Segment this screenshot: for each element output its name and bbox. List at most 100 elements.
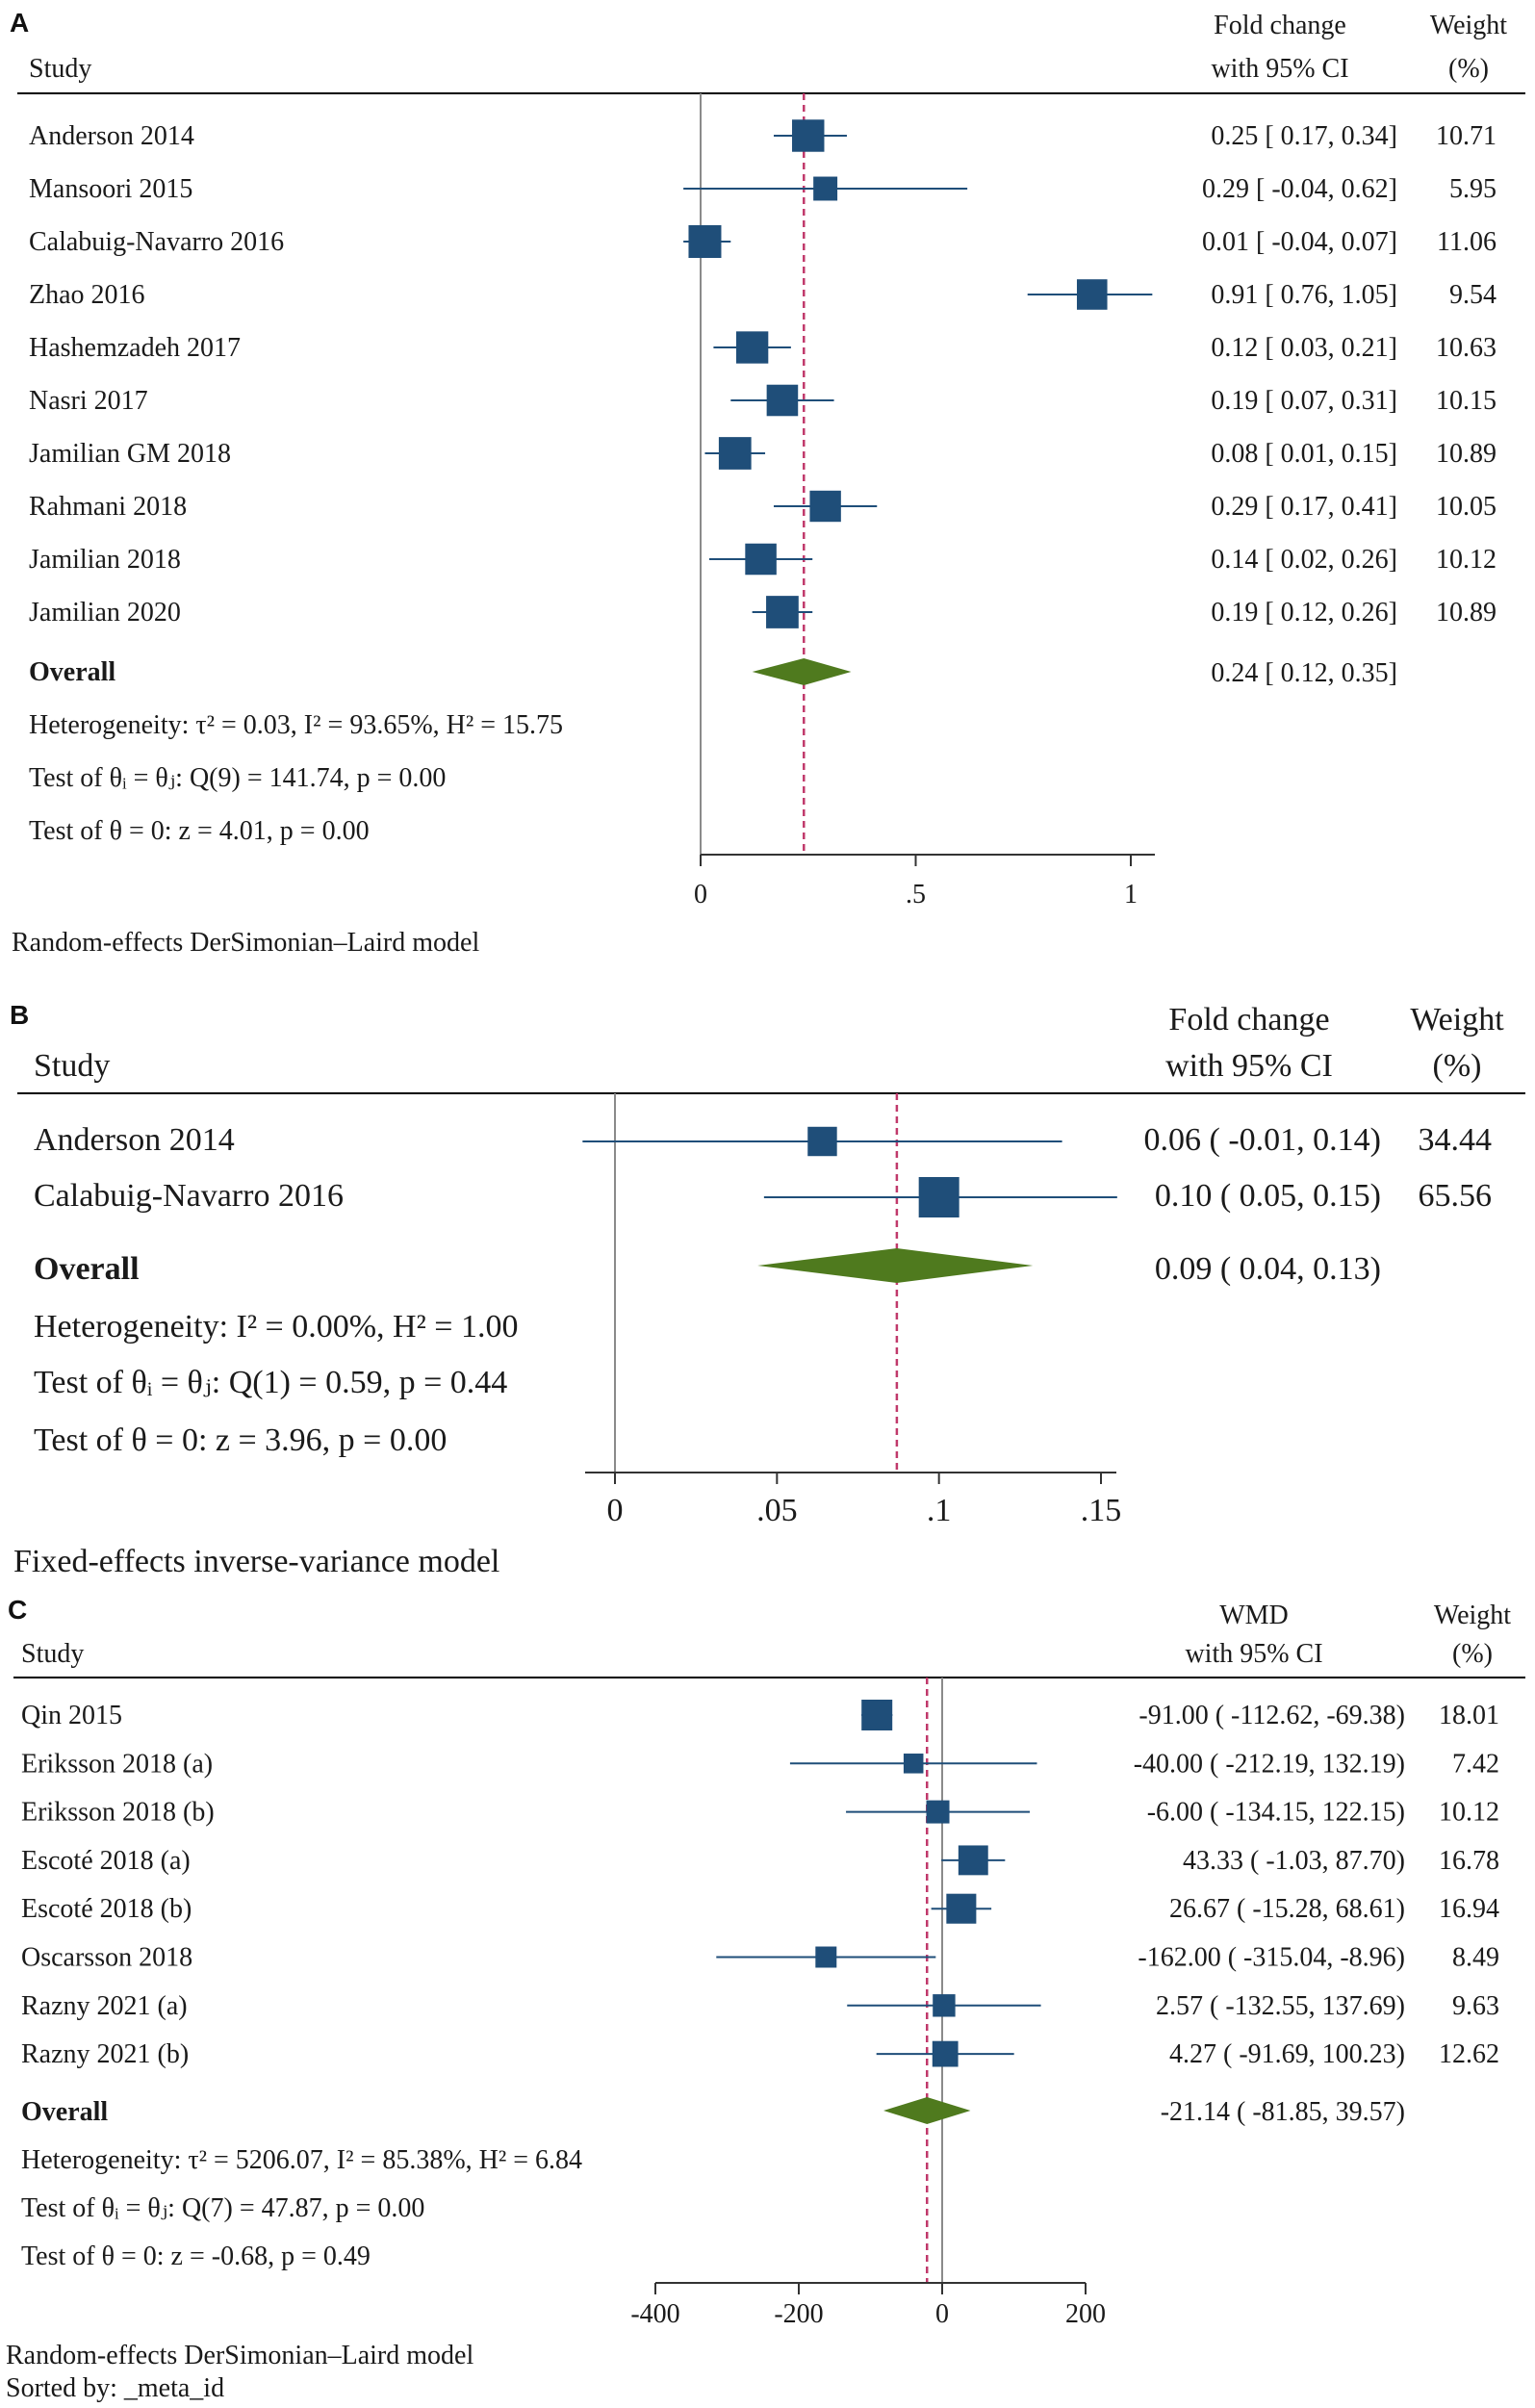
effect-estimate: -6.00 ( -134.15, 122.15): [1147, 1798, 1405, 1828]
study-weight: 10.15: [1436, 386, 1497, 416]
study-row: Anderson 2014 0.25 [ 0.17, 0.34] 10.71: [29, 119, 1497, 152]
effect-marker: [946, 1893, 977, 1924]
study-row: Nasri 2017 0.19 [ 0.07, 0.31] 10.15: [29, 384, 1497, 417]
panel-b-test-equal: Test of θᵢ = θⱼ: Q(1) = 0.59, p = 0.44: [34, 1365, 507, 1400]
panel-b-study-header: Study: [34, 1048, 110, 1084]
panel-b-overall-diamond: [757, 1248, 1034, 1283]
panel-b-overall-estimate: 0.09 ( 0.04, 0.13): [1155, 1251, 1381, 1287]
panel-a-rows: Anderson 2014 0.25 [ 0.17, 0.34] 10.71 Mans…: [29, 119, 1497, 628]
effect-marker: [932, 2040, 959, 2067]
study-weight: 7.42: [1452, 1749, 1499, 1779]
study-weight: 10.12: [1436, 545, 1497, 575]
study-name: Eriksson 2018 (a): [21, 1749, 213, 1779]
panel-c-label: C: [8, 1595, 27, 1625]
effect-marker: [766, 384, 799, 417]
panel-c-overall-diamond: [883, 2097, 971, 2124]
effect-estimate: 0.29 [ -0.04, 0.62]: [1202, 174, 1397, 204]
study-name: Eriksson 2018 (b): [21, 1798, 215, 1828]
study-weight: 10.63: [1436, 333, 1497, 363]
study-weight: 34.44: [1419, 1122, 1493, 1158]
study-name: Escoté 2018 (b): [21, 1894, 192, 1924]
study-name: Qin 2015: [21, 1701, 122, 1730]
panel-b-x-ticks: 0 .05 .1 .15: [607, 1473, 1121, 1528]
effect-estimate: 0.19 [ 0.07, 0.31]: [1211, 386, 1397, 416]
panel-b-label: B: [10, 1000, 29, 1030]
effect-marker: [745, 543, 777, 576]
panel-c-weight-header: Weight: [1434, 1601, 1511, 1630]
study-weight: 9.54: [1449, 280, 1497, 310]
panel-b-model-note: Fixed-effects inverse-variance model: [13, 1544, 499, 1579]
study-name: Oscarsson 2018: [21, 1943, 192, 1973]
effect-estimate: 0.29 [ 0.17, 0.41]: [1211, 492, 1397, 522]
study-name: Jamilian GM 2018: [29, 439, 231, 469]
panel-a-effect-header-sub: with 95% CI: [1211, 54, 1348, 84]
panel-a-heterogeneity: Heterogeneity: τ² = 0.03, I² = 93.65%, H…: [29, 710, 563, 740]
effect-estimate: 0.06 ( -0.01, 0.14): [1144, 1122, 1381, 1158]
panel-c-effect-header-sub: with 95% CI: [1185, 1639, 1322, 1669]
effect-marker: [958, 1845, 988, 1876]
effect-estimate: 0.08 [ 0.01, 0.15]: [1211, 439, 1397, 469]
effect-estimate: -91.00 ( -112.62, -69.38): [1138, 1701, 1405, 1730]
panel-a-effect-header: Fold change: [1214, 11, 1346, 40]
study-name: Zhao 2016: [29, 280, 145, 310]
panel-c-overall-label: Overall: [21, 2097, 108, 2127]
study-name: Nasri 2017: [29, 386, 148, 416]
effect-marker: [903, 1754, 924, 1774]
x-tick-label: -200: [774, 2299, 823, 2329]
x-tick-label: 1: [1124, 880, 1138, 909]
panel-a-weight-header: Weight: [1430, 11, 1507, 40]
study-weight: 10.71: [1436, 121, 1497, 151]
effect-marker: [933, 1994, 956, 2017]
panel-c-rows: Qin 2015 -91.00 ( -112.62, -69.38) 18.01 Er…: [21, 1700, 1499, 2069]
x-tick-label: 0: [607, 1493, 624, 1528]
effect-estimate: 0.10 ( 0.05, 0.15): [1155, 1178, 1381, 1214]
effect-marker: [809, 490, 841, 523]
effect-estimate: 26.67 ( -15.28, 68.61): [1169, 1894, 1405, 1924]
study-name: Calabuig-Navarro 2016: [29, 227, 284, 257]
effect-marker: [718, 437, 752, 470]
panel-a-weight-header-sub: (%): [1448, 54, 1489, 84]
panel-b-rows: Anderson 2014 0.06 ( -0.01, 0.14) 34.44 Cal…: [34, 1122, 1492, 1217]
x-tick-label: 200: [1065, 2299, 1106, 2329]
study-weight: 10.12: [1439, 1798, 1499, 1828]
x-tick-label: .05: [756, 1493, 798, 1528]
study-row: Hashemzadeh 2017 0.12 [ 0.03, 0.21] 10.63: [29, 331, 1497, 364]
effect-estimate: 0.19 [ 0.12, 0.26]: [1211, 598, 1397, 628]
panel-a: A Fold change with 95% CI Weight (%) Stu…: [10, 8, 1525, 958]
panel-a-overall-estimate: 0.24 [ 0.12, 0.35]: [1211, 658, 1397, 688]
panel-a-study-header: Study: [29, 54, 91, 84]
panel-b-weight-header-sub: (%): [1433, 1048, 1482, 1084]
effect-marker: [1076, 279, 1108, 310]
effect-marker: [766, 596, 799, 628]
panel-b: B Fold change with 95% CI Weight (%) Stu…: [10, 1000, 1525, 1579]
panel-a-test-equal: Test of θᵢ = θⱼ: Q(9) = 141.74, p = 0.00: [29, 763, 446, 793]
study-name: Rahmani 2018: [29, 492, 187, 522]
effect-estimate: -40.00 ( -212.19, 132.19): [1134, 1749, 1405, 1779]
study-row: Eriksson 2018 (b) -6.00 ( -134.15, 122.15…: [21, 1798, 1499, 1828]
study-row: Eriksson 2018 (a) -40.00 ( -212.19, 132.1…: [21, 1749, 1499, 1779]
panel-a-label: A: [10, 8, 29, 38]
study-row: Oscarsson 2018 -162.00 ( -315.04, -8.96) 8…: [21, 1943, 1499, 1973]
study-weight: 18.01: [1439, 1701, 1499, 1730]
panel-b-effect-header: Fold change: [1168, 1002, 1329, 1037]
panel-c-heterogeneity: Heterogeneity: τ² = 5206.07, I² = 85.38%…: [21, 2145, 582, 2175]
panel-b-test-zero: Test of θ = 0: z = 3.96, p = 0.00: [34, 1422, 447, 1458]
study-name: Razny 2021 (a): [21, 1991, 188, 2021]
effect-estimate: 0.14 [ 0.02, 0.26]: [1211, 545, 1397, 575]
study-weight: 11.06: [1437, 227, 1497, 257]
effect-marker: [918, 1177, 959, 1217]
study-row: Anderson 2014 0.06 ( -0.01, 0.14) 34.44: [34, 1122, 1492, 1158]
study-name: Mansoori 2015: [29, 174, 192, 204]
study-name: Jamilian 2020: [29, 598, 181, 628]
effect-marker: [813, 176, 838, 201]
study-name: Razny 2021 (b): [21, 2039, 189, 2069]
effect-marker: [926, 1800, 950, 1824]
study-name: Escoté 2018 (a): [21, 1846, 191, 1876]
panel-a-model-note: Random-effects DerSimonian–Laird model: [12, 928, 479, 958]
effect-estimate: 2.57 ( -132.55, 137.69): [1156, 1991, 1405, 2021]
study-name: Calabuig-Navarro 2016: [34, 1178, 344, 1214]
study-weight: 12.62: [1439, 2039, 1499, 2069]
effect-marker: [735, 331, 769, 364]
panel-b-overall-label: Overall: [34, 1251, 140, 1287]
